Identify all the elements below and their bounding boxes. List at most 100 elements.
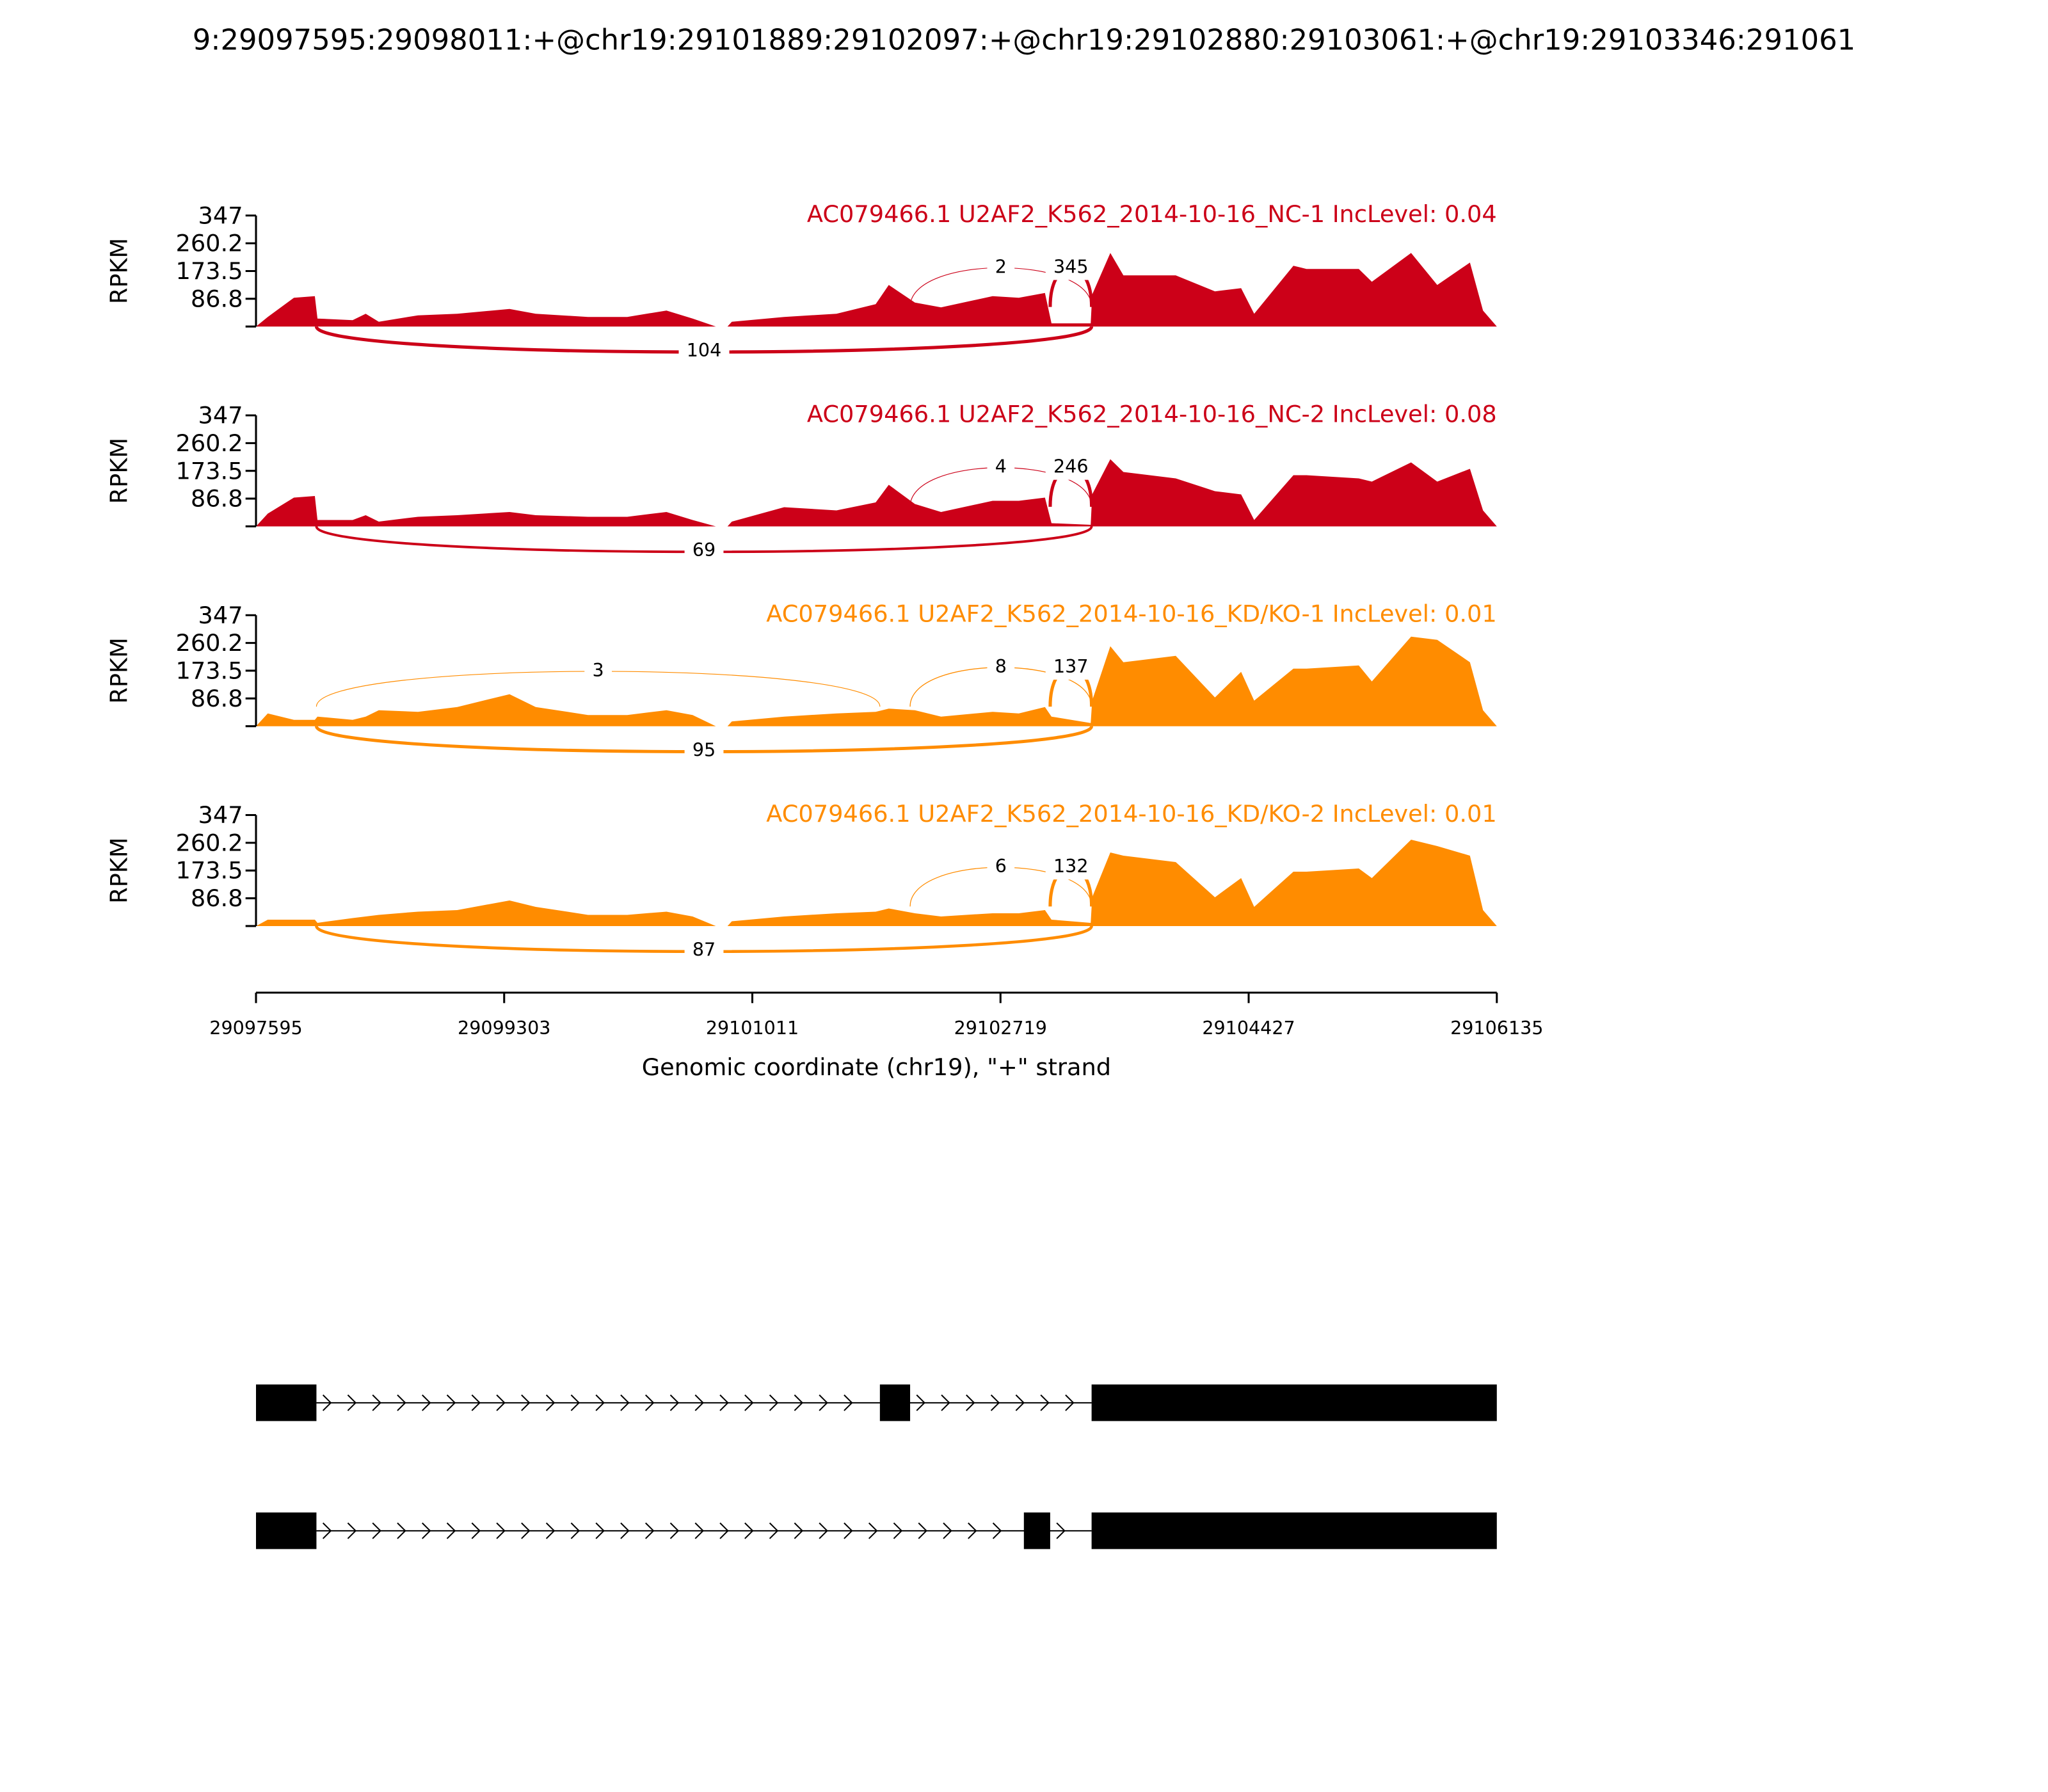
strand-chevron [1015, 1394, 1025, 1411]
y-axis-label: RPKM [105, 837, 132, 903]
junction-count: 8 [995, 655, 1007, 677]
strand-chevron [769, 1522, 779, 1539]
strand-chevron [744, 1522, 754, 1539]
exon [256, 1512, 317, 1549]
strand-chevron [916, 1394, 925, 1411]
exon [879, 1384, 911, 1421]
strand-chevron [918, 1522, 927, 1539]
strand-chevron [471, 1522, 481, 1539]
coverage-area [256, 839, 1497, 926]
exon [1091, 1512, 1497, 1549]
junction-label-bg [1045, 253, 1096, 280]
strand-chevron [868, 1522, 878, 1539]
strand-chevron [968, 1522, 977, 1539]
strand-chevron [769, 1394, 779, 1411]
track-title: AC079466.1 U2AF2_K562_2014-10-16_KD/KO-1… [766, 600, 1496, 628]
strand-chevron [347, 1522, 357, 1539]
x-tick-label: 29097595 [209, 1017, 302, 1039]
strand-chevron [595, 1522, 605, 1539]
exon [256, 1384, 317, 1421]
strand-chevron [372, 1522, 381, 1539]
strand-chevron [990, 1394, 1000, 1411]
junction-label-bg [987, 452, 1015, 480]
y-tick-label: 173.5 [175, 657, 243, 685]
strand-chevron [620, 1394, 630, 1411]
strand-chevron [1065, 1394, 1075, 1411]
strand-chevron [372, 1394, 381, 1411]
junction-count: 345 [1053, 255, 1089, 277]
y-tick-label: 173.5 [175, 857, 243, 884]
junction-count: 69 [692, 539, 716, 561]
y-tick-label: 173.5 [175, 257, 243, 285]
junction-label-bg [684, 536, 724, 564]
strand-chevron [893, 1522, 903, 1539]
strand-chevron [397, 1522, 406, 1539]
y-axis-label: RPKM [105, 438, 132, 504]
junction-count: 246 [1053, 456, 1089, 477]
coverage-area [256, 636, 1497, 726]
y-tick-label: 260.2 [175, 230, 243, 257]
track-title: AC079466.1 U2AF2_K562_2014-10-16_NC-1 In… [807, 200, 1497, 228]
y-tick-label: 173.5 [175, 457, 243, 484]
y-tick-label: 347 [198, 602, 243, 629]
junction-count: 137 [1053, 655, 1089, 677]
y-tick-label: 347 [198, 402, 243, 429]
strand-chevron [669, 1394, 680, 1411]
y-tick-label: 86.8 [191, 884, 243, 912]
y-tick-label: 86.8 [191, 285, 243, 312]
junction-count: 2 [995, 255, 1007, 277]
strand-chevron [347, 1394, 357, 1411]
strand-chevron [645, 1522, 655, 1539]
y-tick-label: 86.8 [191, 485, 243, 513]
junction-count: 3 [593, 659, 604, 681]
y-tick-label: 347 [198, 801, 243, 829]
x-axis-label: Genomic coordinate (chr19), "+" strand [642, 1053, 1111, 1081]
junction-label-bg [987, 253, 1015, 280]
strand-chevron [422, 1394, 431, 1411]
strand-chevron [595, 1394, 605, 1411]
junction-label-bg [987, 652, 1015, 680]
figure-title: 9:29097595:29098011:+@chr19:29101889:291… [193, 23, 1855, 57]
strand-chevron [620, 1522, 630, 1539]
junction-label-bg [987, 852, 1015, 880]
strand-chevron [719, 1522, 729, 1539]
y-tick-label: 260.2 [175, 629, 243, 657]
x-tick-label: 29104427 [1202, 1017, 1295, 1039]
exon [1023, 1512, 1050, 1549]
strand-chevron [496, 1522, 506, 1539]
strand-chevron [794, 1394, 804, 1411]
strand-chevron [570, 1522, 580, 1539]
junction-count: 95 [692, 739, 716, 760]
strand-chevron [819, 1522, 828, 1539]
junction-count: 87 [692, 939, 716, 961]
strand-chevron [645, 1394, 655, 1411]
track-title: AC079466.1 U2AF2_K562_2014-10-16_NC-2 In… [807, 400, 1497, 428]
strand-chevron [422, 1522, 431, 1539]
strand-chevron [446, 1522, 456, 1539]
strand-chevron [471, 1394, 481, 1411]
junction-label-bg [1045, 852, 1096, 880]
strand-chevron [570, 1394, 580, 1411]
strand-chevron [446, 1394, 456, 1411]
junction-count: 4 [995, 456, 1007, 477]
strand-chevron [844, 1394, 853, 1411]
y-tick-label: 86.8 [191, 685, 243, 712]
x-tick-label: 29106135 [1450, 1017, 1543, 1039]
coverage-area [256, 253, 1497, 327]
y-tick-label: 260.2 [175, 429, 243, 457]
strand-chevron [669, 1522, 680, 1539]
strand-chevron [992, 1522, 1002, 1539]
coverage-area [256, 459, 1497, 527]
strand-chevron [694, 1394, 704, 1411]
strand-chevron [819, 1394, 828, 1411]
strand-chevron [1040, 1394, 1050, 1411]
strand-chevron [941, 1394, 950, 1411]
x-tick-label: 29102719 [954, 1017, 1047, 1039]
strand-chevron [322, 1522, 332, 1539]
junction-label-bg [1045, 452, 1096, 480]
junction-label-bg [684, 936, 724, 963]
x-tick-label: 29101011 [706, 1017, 799, 1039]
y-axis-label: RPKM [105, 238, 132, 304]
